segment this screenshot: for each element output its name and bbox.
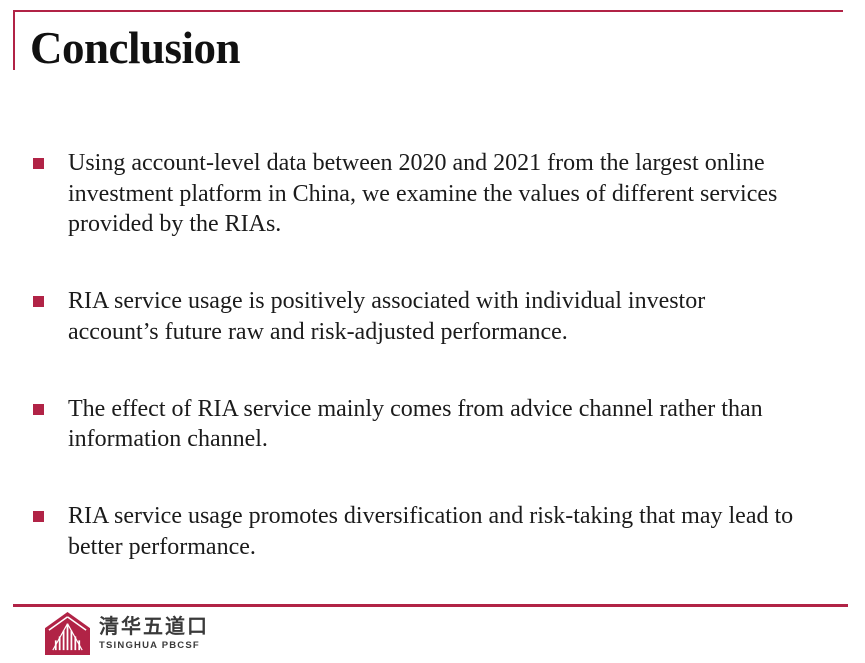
bullet-list: Using account-level data between 2020 an… — [33, 148, 795, 608]
logo-chinese-name: 清华五道口 — [99, 616, 209, 638]
title-left-accent-rule — [13, 10, 15, 70]
bullet-text: Using account-level data between 2020 an… — [68, 150, 778, 238]
bullet-square-icon — [33, 296, 44, 308]
bullet-square-icon — [33, 403, 44, 415]
list-item: RIA service usage is positively associat… — [33, 286, 795, 347]
logo-text-block: 清华五道口 TSINGHUA PBCSF — [99, 616, 209, 651]
list-item: Using account-level data between 2020 an… — [33, 148, 795, 240]
bullet-text: The effect of RIA service mainly comes f… — [68, 395, 763, 453]
pbcsf-pentagon-icon — [45, 611, 90, 656]
logo-english-name: TSINGHUA PBCSF — [99, 640, 200, 651]
bullet-square-icon — [33, 511, 44, 523]
bullet-square-icon — [33, 158, 44, 169]
list-item: RIA service usage promotes diversificati… — [33, 501, 795, 562]
bullet-text: RIA service usage is positively associat… — [68, 288, 706, 345]
bottom-accent-rule — [13, 604, 848, 607]
tsinghua-pbcsf-logo: 清华五道口 TSINGHUA PBCSF — [44, 611, 209, 656]
list-item: The effect of RIA service mainly comes f… — [33, 394, 795, 455]
top-accent-rule — [13, 10, 843, 12]
bullet-text: RIA service usage promotes diversificati… — [68, 503, 794, 560]
page-title: Conclusion — [30, 23, 241, 73]
